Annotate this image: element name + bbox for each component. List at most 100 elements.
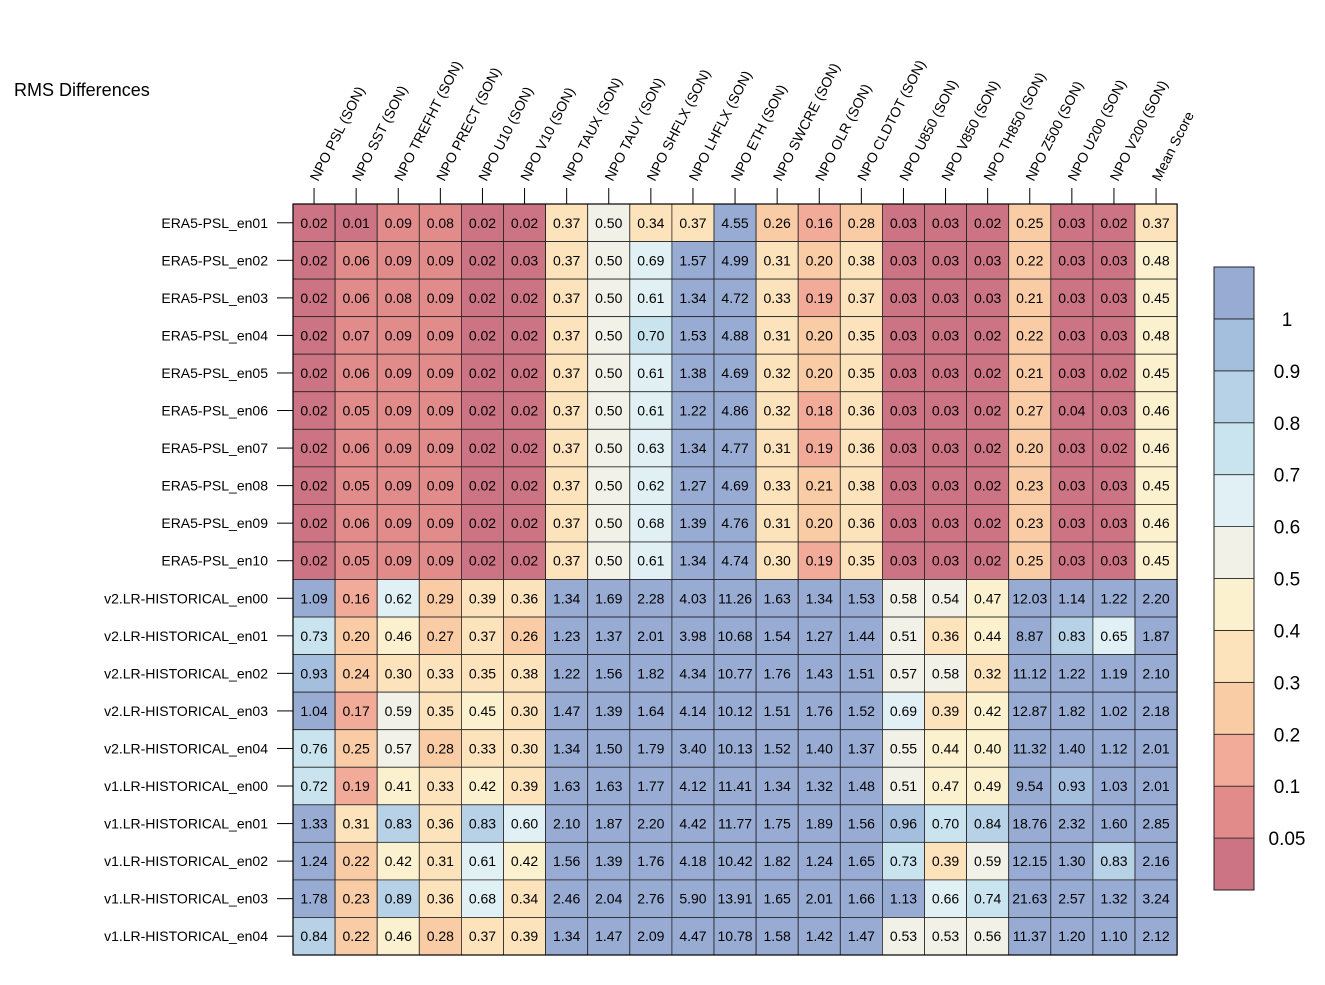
cell-value: 4.34: [679, 665, 706, 681]
cell-value: 0.48: [1142, 327, 1169, 343]
cell-value: 1.34: [679, 290, 706, 306]
cell-value: 0.03: [890, 478, 917, 494]
cell-value: 1.47: [848, 928, 875, 944]
colorbar-swatch: [1213, 681, 1255, 735]
cell-value: 1.69: [595, 590, 622, 606]
heatmap-cell: [629, 466, 673, 505]
cell-value: 1.09: [300, 590, 327, 606]
heatmap-cell: [1008, 241, 1052, 280]
cell-value: 0.58: [932, 665, 959, 681]
cell-value: 0.09: [385, 440, 412, 456]
heatmap-cell: [629, 804, 673, 843]
heatmap-cell: [1008, 203, 1052, 242]
heatmap-cell: [460, 804, 504, 843]
heatmap-cell: [629, 841, 673, 881]
heatmap-cell: [418, 428, 462, 468]
cell-value: 0.53: [890, 928, 917, 944]
cell-value: 1.57: [679, 252, 706, 268]
cell-value: 4.76: [721, 515, 748, 531]
cell-value: 4.12: [679, 778, 706, 794]
cell-value: 0.37: [553, 515, 580, 531]
heatmap-cell: [460, 616, 504, 655]
cell-value: 1.39: [595, 703, 622, 719]
cell-value: 0.42: [511, 853, 538, 869]
cell-value: 0.57: [890, 665, 917, 681]
cell-value: 1.44: [848, 628, 875, 644]
cell-value: 0.34: [637, 215, 664, 231]
cell-value: 1.37: [595, 628, 622, 644]
cell-value: 0.03: [1058, 440, 1085, 456]
heatmap-cell: [334, 691, 378, 731]
heatmap-cell: [376, 428, 420, 468]
cell-value: 0.03: [1100, 252, 1127, 268]
heatmap-cell: [460, 353, 504, 393]
cell-value: 0.31: [764, 515, 791, 531]
cell-value: 0.20: [806, 252, 833, 268]
heatmap-cell: [376, 541, 420, 580]
heatmap-cell: [924, 879, 967, 918]
cell-value: 0.61: [637, 403, 664, 419]
heatmap-cell: [839, 841, 883, 881]
heatmap-cell: [418, 503, 462, 543]
cell-value: 2.20: [637, 816, 664, 832]
cell-value: 0.09: [385, 327, 412, 343]
heatmap-cell: [503, 541, 546, 580]
heatmap-cell: [1092, 804, 1136, 843]
cell-value: 0.61: [637, 553, 664, 569]
heatmap-cell: [1092, 691, 1136, 731]
heatmap-cell: [503, 391, 546, 430]
heatmap-cell: [503, 917, 546, 956]
cell-value: 0.02: [469, 403, 496, 419]
heatmap-cell: [713, 241, 757, 280]
row-label: ERA5-PSL_en05: [161, 365, 268, 381]
row-label: v2.LR-HISTORICAL_en03: [104, 703, 268, 719]
heatmap-cell: [1134, 278, 1178, 318]
cell-value: 2.10: [553, 816, 580, 832]
heatmap-cell: [503, 316, 546, 355]
cell-value: 12.87: [1012, 703, 1047, 719]
cell-value: 0.31: [764, 252, 791, 268]
cell-value: 0.03: [932, 553, 959, 569]
heatmap-cell: [797, 278, 841, 318]
colorbar-label: 1: [1282, 310, 1293, 331]
heatmap-cell: [587, 391, 631, 430]
cell-value: 0.02: [300, 290, 327, 306]
cell-value: 1.39: [679, 515, 706, 531]
cell-value: 0.24: [343, 665, 370, 681]
row-label: v2.LR-HISTORICAL_en01: [104, 628, 268, 644]
cell-value: 12.03: [1012, 590, 1047, 606]
cell-value: 0.61: [637, 365, 664, 381]
heatmap-cell: [629, 316, 673, 355]
cell-value: 1.23: [553, 628, 580, 644]
colorbar-swatch: [1213, 785, 1255, 839]
heatmap-cell: [797, 466, 841, 505]
heatmap-cell: [713, 804, 757, 843]
cell-value: 0.03: [890, 440, 917, 456]
cell-value: 0.03: [1100, 553, 1127, 569]
heatmap-cell: [839, 316, 883, 355]
cell-value: 4.47: [679, 928, 706, 944]
cell-value: 0.02: [469, 327, 496, 343]
cell-value: 0.66: [932, 891, 959, 907]
heatmap-cell: [629, 391, 673, 430]
cell-value: 0.37: [469, 928, 496, 944]
heatmap-cell: [882, 241, 925, 280]
cell-value: 0.83: [469, 816, 496, 832]
heatmap-cell: [1050, 579, 1094, 618]
heatmap-cell: [334, 466, 378, 505]
heatmap-cell: [671, 428, 715, 468]
cell-value: 11.12: [1013, 665, 1047, 681]
heatmap-cell: [797, 616, 841, 655]
heatmap-cell: [418, 691, 462, 731]
heatmap-cell: [882, 391, 925, 430]
heatmap-cell: [334, 278, 378, 318]
cell-value: 1.63: [553, 778, 580, 794]
heatmap-cell: [713, 691, 757, 731]
heatmap-cell: [755, 841, 799, 881]
cell-value: 0.28: [848, 215, 875, 231]
cell-value: 0.56: [974, 928, 1001, 944]
colorbar-swatch: [1213, 578, 1255, 631]
heatmap-cell: [966, 241, 1010, 280]
cell-value: 0.03: [932, 515, 959, 531]
cell-value: 0.47: [932, 778, 959, 794]
